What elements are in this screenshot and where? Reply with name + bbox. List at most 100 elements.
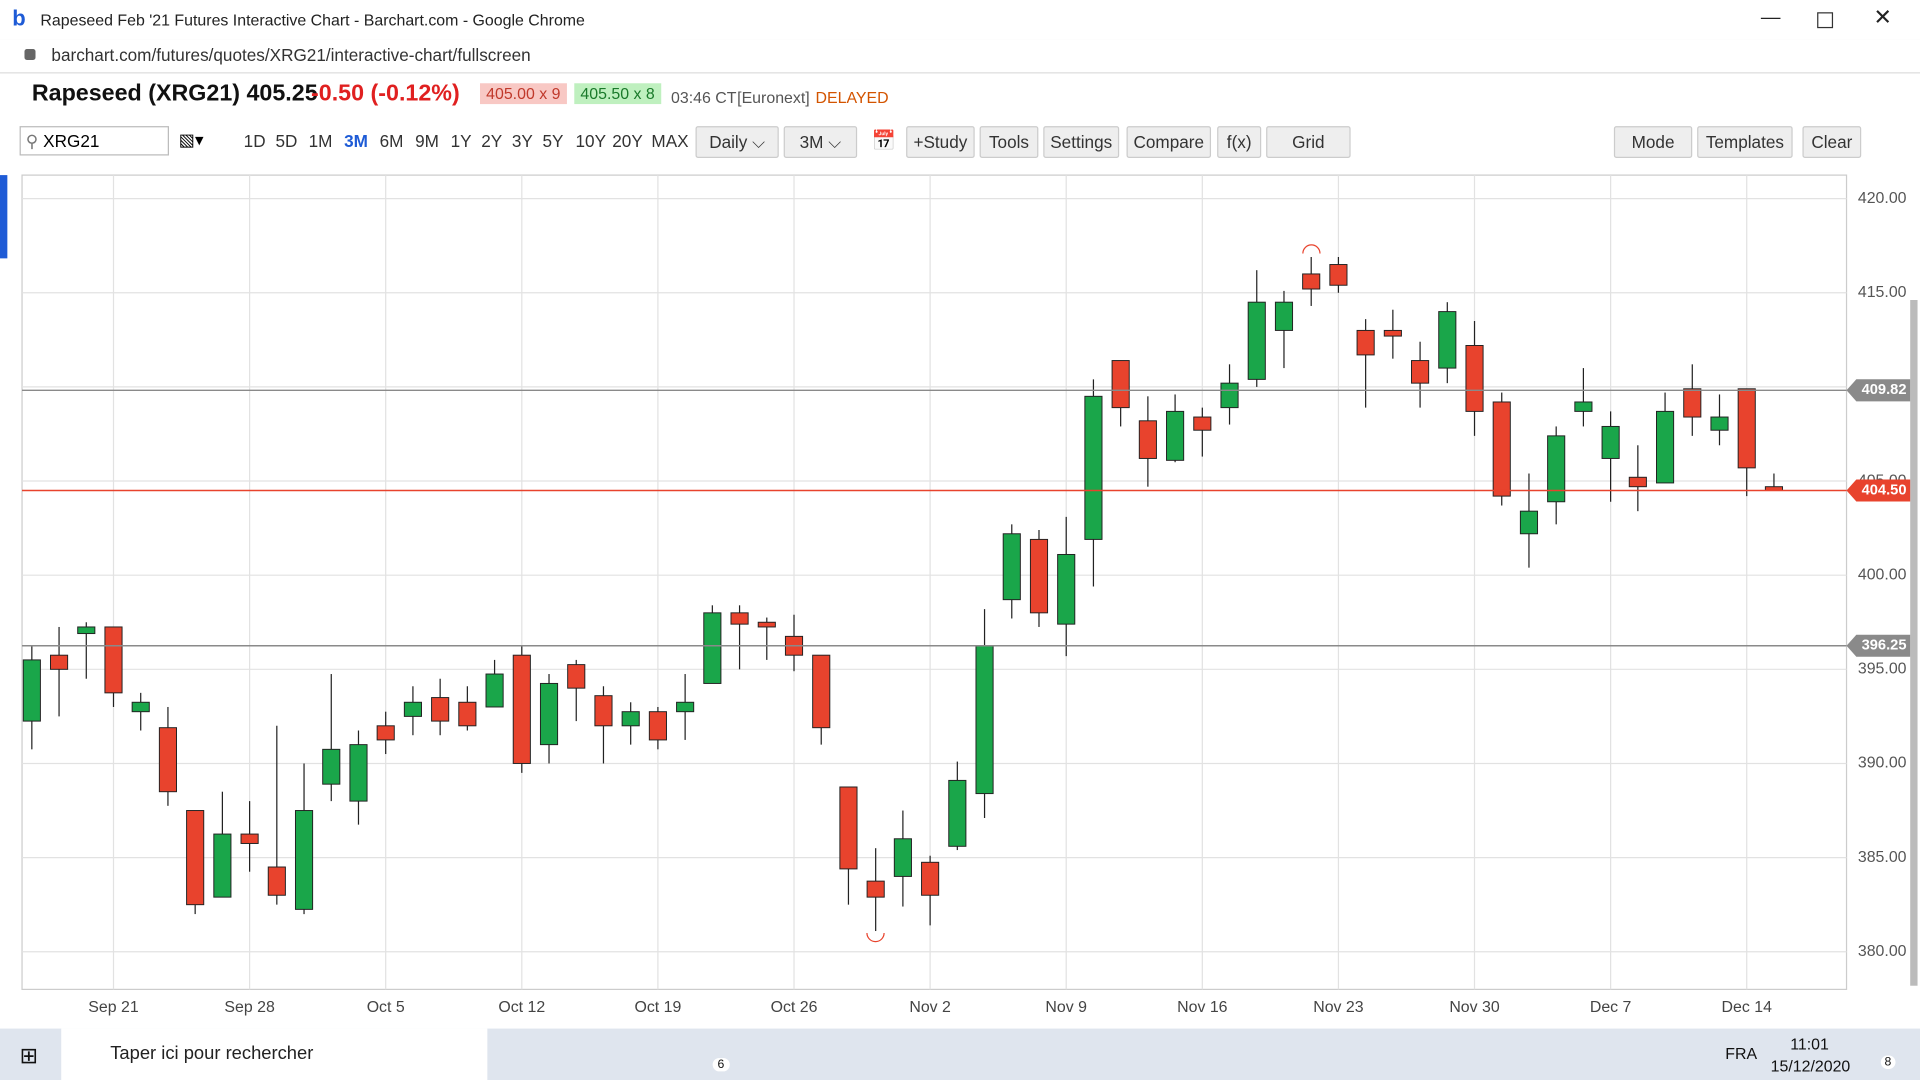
search-box[interactable]: Taper ici pour rechercher bbox=[61, 1028, 488, 1080]
period[interactable]: 3Y bbox=[511, 131, 533, 151]
period[interactable]: 1M bbox=[308, 131, 333, 151]
calendar[interactable]: 📅 bbox=[871, 131, 897, 152]
y-tick-label: 420.00 bbox=[1858, 190, 1907, 207]
x-tick-label: Nov 30 bbox=[1449, 999, 1500, 1016]
candle-body bbox=[267, 866, 286, 896]
toolbar-button[interactable]: Mode bbox=[1613, 126, 1693, 158]
toolbar-button[interactable]: Settings bbox=[1043, 126, 1120, 158]
candle-body bbox=[839, 786, 858, 870]
candle-body bbox=[1274, 301, 1294, 331]
address-bar: barchart.com/futures/quotes/XRG21/intera… bbox=[0, 39, 1920, 74]
candle-body bbox=[594, 695, 613, 727]
candle-body bbox=[1683, 388, 1702, 418]
interval: Daily bbox=[709, 132, 748, 152]
candle-body bbox=[1166, 410, 1185, 461]
title-bar: b Rapeseed Feb '21 Futures Interactive C… bbox=[0, 0, 1920, 41]
x-tick-label: Oct 5 bbox=[367, 999, 405, 1016]
candle-body bbox=[1220, 382, 1239, 409]
range-select[interactable]: 3M ⌵ bbox=[783, 126, 858, 158]
price-label: 404.50 bbox=[1862, 482, 1907, 498]
x-tick-label: Dec 7 bbox=[1590, 999, 1632, 1016]
taskbar: ⊞ Taper ici pour rechercher 6 FRA 11:01 … bbox=[0, 1028, 1920, 1080]
candle-body bbox=[1111, 360, 1130, 409]
symbol-input[interactable]: ⚲ XRG21 bbox=[19, 126, 169, 156]
candle-body bbox=[1411, 360, 1430, 384]
chart-type[interactable]: ▧▾ bbox=[178, 129, 204, 150]
candle-body bbox=[1356, 329, 1375, 356]
period[interactable]: MAX bbox=[651, 131, 689, 151]
toolbar-button[interactable]: Compare bbox=[1126, 126, 1212, 158]
candle-body bbox=[104, 626, 123, 694]
price-label: 396.25 bbox=[1862, 638, 1907, 654]
candle-body bbox=[1656, 410, 1675, 484]
period[interactable]: 5Y bbox=[542, 131, 564, 151]
start[interactable]: ⊞ bbox=[19, 1043, 39, 1068]
candle-body bbox=[1247, 301, 1266, 380]
period[interactable]: 6M bbox=[379, 131, 404, 151]
candle-body bbox=[730, 612, 749, 625]
url[interactable]: barchart.com/futures/quotes/XRG21/intera… bbox=[51, 45, 531, 65]
y-tick-label: 415.00 bbox=[1858, 284, 1907, 301]
close[interactable]: ✕ bbox=[1873, 4, 1892, 30]
period[interactable]: 10Y bbox=[575, 131, 607, 151]
scrollbar bbox=[1910, 300, 1918, 986]
clock-date: 15/12/2020 bbox=[1770, 1056, 1851, 1076]
period[interactable]: 20Y bbox=[612, 131, 643, 151]
range: 3M bbox=[799, 132, 824, 152]
candle-body bbox=[376, 725, 395, 741]
x-tick-label: Oct 26 bbox=[771, 999, 818, 1016]
language: FRA bbox=[1725, 1044, 1758, 1063]
price-label: 409.82 bbox=[1862, 382, 1907, 398]
candle-body bbox=[1492, 401, 1511, 497]
toolbar-button[interactable]: Grid bbox=[1266, 126, 1351, 158]
period[interactable]: 1Y bbox=[450, 131, 472, 151]
period[interactable]: 3M bbox=[344, 131, 368, 151]
candle-body bbox=[485, 673, 504, 708]
minimize[interactable]: — bbox=[1760, 7, 1781, 29]
window-title: Rapeseed Feb '21 Futures Interactive Cha… bbox=[40, 11, 585, 30]
notifications: 8 bbox=[1880, 1055, 1895, 1069]
period[interactable]: 1D bbox=[243, 131, 266, 151]
candle-body bbox=[1465, 345, 1484, 412]
candle-body bbox=[1710, 416, 1729, 431]
toolbar-button[interactable]: +Study bbox=[906, 126, 975, 158]
candle-body bbox=[567, 664, 586, 689]
mail-badge: 6 bbox=[712, 1057, 730, 1072]
high-marker bbox=[1302, 244, 1321, 254]
candle-body bbox=[948, 779, 967, 847]
candle-body bbox=[1084, 395, 1103, 540]
x-tick-label: Sep 28 bbox=[224, 999, 275, 1016]
x-tick-label: Oct 19 bbox=[634, 999, 681, 1016]
candle-body bbox=[648, 711, 667, 741]
candle-body bbox=[131, 701, 150, 713]
toolbar-button[interactable]: Templates bbox=[1697, 126, 1793, 158]
x-tick-label: Nov 9 bbox=[1045, 999, 1087, 1016]
candle-body bbox=[1547, 435, 1566, 503]
interval-select[interactable]: Daily ⌵ bbox=[695, 126, 779, 158]
maximize[interactable] bbox=[1817, 12, 1834, 29]
search-text: Taper ici pour rechercher bbox=[110, 1043, 314, 1065]
price-tag bbox=[1846, 379, 1911, 402]
candle-body bbox=[893, 838, 912, 877]
period[interactable]: 9M bbox=[415, 131, 439, 151]
chart: 380.00385.00390.00395.00400.00405.00410.… bbox=[0, 174, 1918, 1016]
candle-body bbox=[1574, 401, 1593, 412]
toolbar-button[interactable]: f(x) bbox=[1217, 126, 1262, 158]
candle-body bbox=[1138, 420, 1157, 459]
period[interactable]: 5D bbox=[275, 131, 298, 151]
toolbar-button[interactable]: Clear bbox=[1802, 126, 1862, 158]
candle-body bbox=[403, 701, 422, 717]
y-tick-label: 395.00 bbox=[1858, 661, 1907, 678]
candle-body bbox=[539, 682, 559, 746]
x-tick-label: Dec 14 bbox=[1722, 999, 1773, 1016]
period[interactable]: 2Y bbox=[481, 131, 503, 151]
candle-body bbox=[240, 833, 259, 844]
candle-body bbox=[213, 833, 232, 898]
lock-icon bbox=[24, 48, 36, 61]
toolbar-button[interactable]: Tools bbox=[979, 126, 1039, 158]
y-tick-label: 380.00 bbox=[1858, 943, 1907, 960]
candle-body bbox=[1002, 533, 1021, 601]
candle-body bbox=[1057, 553, 1076, 625]
